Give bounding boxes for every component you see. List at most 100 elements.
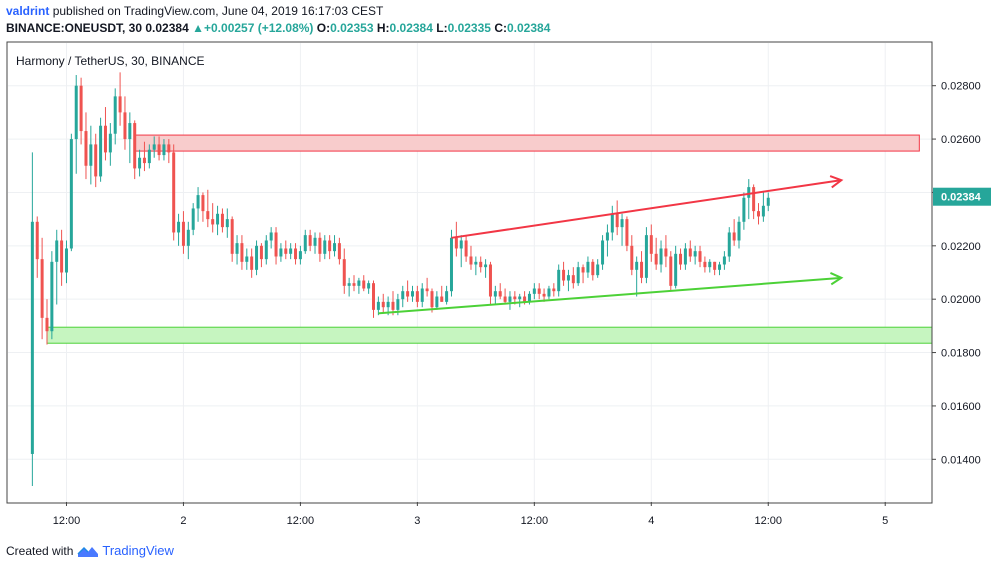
candle [30,152,34,486]
candle-body [430,291,434,308]
candle-body [123,112,127,140]
candle-body [376,301,380,310]
candle-body [625,219,629,246]
candle [113,88,117,145]
price-tick-label: 0.02600 [941,134,981,146]
time-axis[interactable]: 12:00 2 12:00 3 12:00 4 12:00 5 [53,502,889,527]
candle-body [732,232,736,241]
candle-body [196,195,200,209]
candle-body [635,261,639,270]
candle-body [99,125,103,177]
candle [649,224,653,262]
candle-body [186,229,190,246]
publish-info: valdrint published on TradingView.com, J… [6,3,986,20]
candle-body [386,301,390,308]
candle [479,256,483,273]
candle [401,285,405,308]
open-value: 0.02353 [330,21,374,35]
candle [308,229,312,252]
candle-body [255,245,259,270]
candle [391,291,395,316]
candle-body [718,264,722,270]
candle [216,205,220,236]
candle-body [167,144,171,153]
candle-body [479,261,483,268]
candle [508,291,512,310]
candle [415,285,419,308]
candle [255,240,259,276]
candle [123,96,127,150]
candle-body [513,296,517,300]
high-value: 0.02384 [389,21,433,35]
tradingview-brand[interactable]: TradingView [102,543,174,558]
candle-body [259,245,263,260]
candle-body [333,243,337,252]
candle [757,203,761,225]
candle [581,264,585,284]
candle-body [454,237,458,249]
candle [328,235,332,260]
candle [459,235,463,268]
candle-body [328,240,332,252]
candle [250,248,254,278]
candle-body [133,123,137,169]
candle-body [493,291,497,297]
candle-body [747,187,751,198]
candle-body [337,243,341,260]
time-tick-label: 12:00 [53,515,81,527]
candle [303,229,307,254]
candle-body [474,261,478,265]
candle [591,259,595,281]
candle-body [523,296,527,302]
candle [644,227,648,284]
candle [289,243,293,260]
candle-body [484,264,488,268]
candle-body [313,237,317,246]
candle [518,293,522,308]
candle-body [60,240,64,273]
candle-body [308,235,312,246]
candle [94,133,98,188]
candle-body [464,240,468,257]
candle-body [581,267,585,273]
candle [679,248,683,270]
candle [142,141,146,172]
candle [625,216,629,252]
candle-body [532,288,536,294]
candle [177,213,181,246]
candle [162,139,166,161]
candle [294,243,298,265]
candle-body [362,280,366,289]
candle-body [630,245,634,270]
author-link[interactable]: valdrint [6,4,50,18]
candle [372,280,376,318]
candle-body [55,240,59,262]
candle [240,235,244,270]
candle [615,200,619,236]
candle-body [435,296,439,308]
candle-body [211,219,215,225]
candle-body [235,243,239,254]
candle-body [537,288,541,294]
chart-header: valdrint published on TradingView.com, J… [6,3,986,37]
candle [274,227,278,265]
candle [318,232,322,262]
candle [89,125,93,185]
low-label: L: [436,21,448,35]
candle [640,251,644,284]
candle [683,243,687,270]
candle-body [640,261,644,278]
candle-body [69,139,73,249]
candle-body [683,248,687,265]
candle-body [562,269,566,281]
price-axis[interactable]: 0.028000.026000.024000.022000.020000.018… [932,81,991,467]
candle [703,256,707,273]
candle-body [40,259,44,318]
candle-body [688,248,692,257]
candle [259,243,263,268]
support-zone [46,326,933,344]
candle [128,112,132,164]
candle-body [94,144,98,177]
candle [742,192,746,230]
